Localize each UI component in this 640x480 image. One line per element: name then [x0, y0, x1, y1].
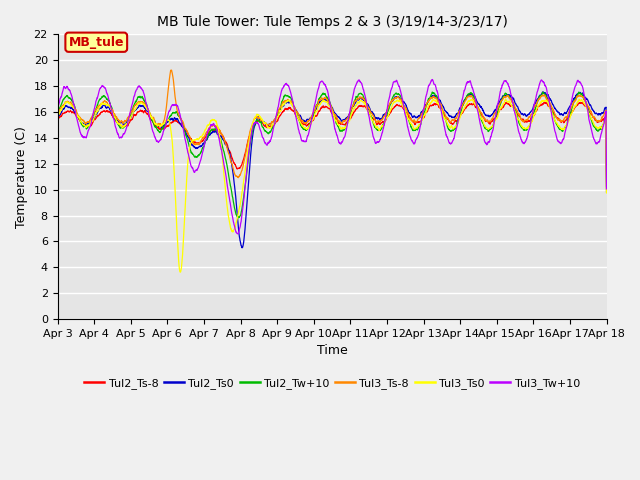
Tul2_Ts-8 [603, 189, 611, 195]
Tul3_Ts0 [149, 116, 157, 121]
Tul3_Ts-8 [592, 117, 600, 123]
Tul2_Tw+10 [288, 97, 296, 103]
Line: Tul3_Ts0: Tul3_Ts0 [58, 99, 607, 272]
Tul2_Ts-8 [288, 108, 296, 113]
Tul2_Tw+10 [235, 215, 243, 221]
Line: Tul3_Tw+10: Tul3_Tw+10 [58, 80, 607, 234]
Tul3_Ts-8 [603, 186, 611, 192]
Tul3_Ts-8 [54, 213, 61, 218]
Tul3_Ts0 [264, 125, 272, 131]
Tul2_Ts0 [592, 110, 600, 116]
Tul2_Ts0 [149, 117, 157, 122]
X-axis label: Time: Time [317, 344, 348, 357]
Tul3_Tw+10 [592, 141, 600, 147]
Tul2_Ts0 [238, 245, 246, 251]
Title: MB Tule Tower: Tule Temps 2 & 3 (3/19/14-3/23/17): MB Tule Tower: Tule Temps 2 & 3 (3/19/14… [157, 15, 508, 29]
Tul3_Tw+10 [533, 90, 541, 96]
Tul2_Ts0 [533, 97, 541, 103]
Line: Tul3_Ts-8: Tul3_Ts-8 [58, 70, 607, 216]
Tul2_Ts-8 [264, 125, 272, 131]
Line: Tul2_Ts0: Tul2_Ts0 [58, 92, 607, 248]
Tul3_Ts-8 [264, 122, 272, 128]
Tul2_Ts0 [540, 89, 547, 95]
Tul3_Ts0 [502, 96, 509, 102]
Tul3_Ts0 [603, 190, 611, 196]
Legend: Tul2_Ts-8, Tul2_Ts0, Tul2_Tw+10, Tul3_Ts-8, Tul3_Ts0, Tul3_Tw+10: Tul2_Ts-8, Tul2_Ts0, Tul2_Tw+10, Tul3_Ts… [80, 373, 584, 393]
Line: Tul2_Tw+10: Tul2_Tw+10 [58, 92, 607, 218]
Tul2_Ts-8 [54, 216, 61, 221]
Tul2_Tw+10 [592, 126, 600, 132]
Tul3_Ts0 [592, 124, 600, 130]
Tul2_Tw+10 [149, 119, 157, 124]
Tul3_Ts-8 [116, 119, 124, 125]
Tul2_Ts-8 [532, 108, 540, 113]
Tul2_Ts-8 [541, 99, 548, 105]
Tul2_Tw+10 [54, 213, 61, 218]
Y-axis label: Temperature (C): Temperature (C) [15, 126, 28, 228]
Tul2_Ts0 [288, 101, 296, 107]
Tul3_Tw+10 [116, 135, 124, 141]
Tul3_Ts0 [54, 215, 61, 221]
Tul3_Tw+10 [288, 95, 296, 101]
Tul3_Tw+10 [603, 186, 611, 192]
Tul2_Ts-8 [116, 122, 124, 128]
Line: Tul2_Ts-8: Tul2_Ts-8 [58, 102, 607, 218]
Tul2_Tw+10 [116, 125, 124, 131]
Tul3_Ts0 [177, 269, 184, 275]
Tul2_Ts0 [264, 122, 272, 128]
Tul3_Tw+10 [264, 141, 272, 146]
Tul2_Tw+10 [428, 89, 436, 95]
Tul3_Ts0 [116, 122, 124, 128]
Tul2_Tw+10 [264, 131, 272, 137]
Tul3_Ts-8 [168, 67, 175, 73]
Tul3_Ts0 [533, 106, 541, 111]
Tul3_Tw+10 [234, 231, 242, 237]
Tul2_Tw+10 [603, 189, 611, 195]
Tul2_Ts-8 [149, 119, 157, 124]
Tul3_Ts0 [288, 102, 296, 108]
Tul3_Tw+10 [149, 128, 157, 134]
Tul3_Ts-8 [533, 100, 541, 106]
Tul2_Ts-8 [592, 117, 600, 123]
Tul2_Tw+10 [533, 100, 541, 106]
Text: MB_tule: MB_tule [68, 36, 124, 49]
Tul3_Ts-8 [288, 100, 296, 106]
Tul3_Ts-8 [149, 115, 157, 121]
Tul3_Tw+10 [54, 210, 61, 216]
Tul3_Tw+10 [428, 77, 436, 83]
Tul2_Ts0 [116, 120, 124, 125]
Tul2_Ts0 [603, 183, 611, 189]
Tul2_Ts0 [54, 215, 61, 220]
